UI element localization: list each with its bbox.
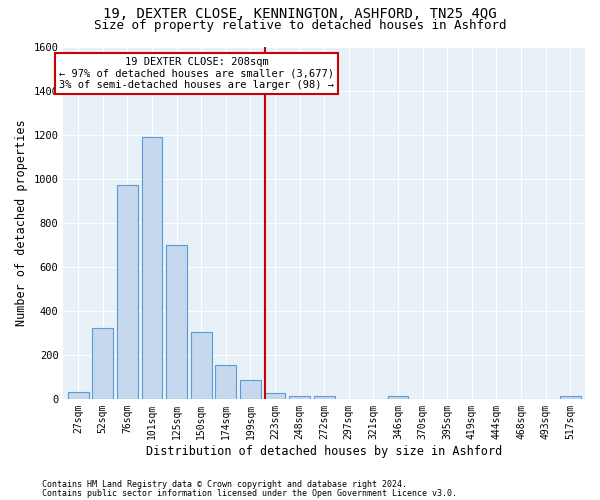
Y-axis label: Number of detached properties: Number of detached properties — [15, 120, 28, 326]
Text: Contains HM Land Registry data © Crown copyright and database right 2024.: Contains HM Land Registry data © Crown c… — [42, 480, 407, 489]
Bar — [240, 380, 261, 399]
Bar — [142, 137, 163, 399]
Bar — [191, 332, 212, 399]
Text: Contains public sector information licensed under the Open Government Licence v3: Contains public sector information licen… — [42, 488, 457, 498]
X-axis label: Distribution of detached houses by size in Ashford: Distribution of detached houses by size … — [146, 444, 502, 458]
Bar — [68, 392, 89, 399]
Bar — [92, 328, 113, 399]
Bar — [314, 396, 335, 399]
Bar — [117, 185, 138, 399]
Bar — [215, 364, 236, 399]
Bar — [289, 396, 310, 399]
Bar — [560, 396, 581, 399]
Bar — [265, 394, 286, 399]
Text: 19 DEXTER CLOSE: 208sqm
← 97% of detached houses are smaller (3,677)
3% of semi-: 19 DEXTER CLOSE: 208sqm ← 97% of detache… — [59, 57, 334, 90]
Text: 19, DEXTER CLOSE, KENNINGTON, ASHFORD, TN25 4QG: 19, DEXTER CLOSE, KENNINGTON, ASHFORD, T… — [103, 8, 497, 22]
Text: Size of property relative to detached houses in Ashford: Size of property relative to detached ho… — [94, 19, 506, 32]
Bar — [388, 396, 409, 399]
Bar — [166, 244, 187, 399]
